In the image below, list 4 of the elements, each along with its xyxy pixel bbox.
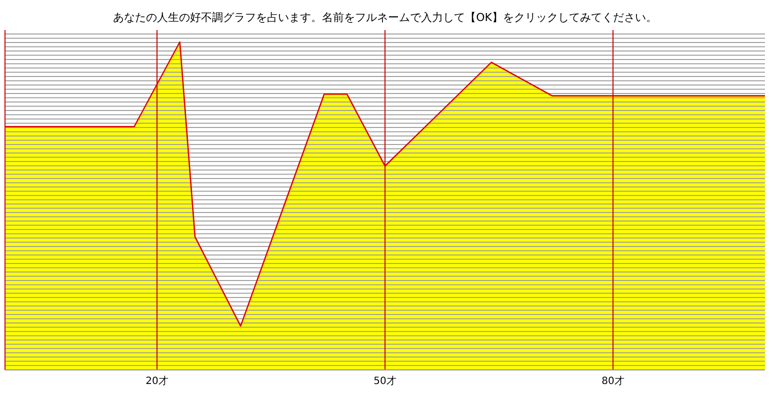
x-tick-label: 80才 (602, 375, 624, 387)
x-tick-label: 20才 (146, 375, 168, 387)
chart-title: あなたの人生の好不調グラフを占います。名前をフルネームで入力して【OK】をクリックしてみてください。 (113, 11, 657, 24)
x-tick-label: 50才 (374, 375, 396, 387)
